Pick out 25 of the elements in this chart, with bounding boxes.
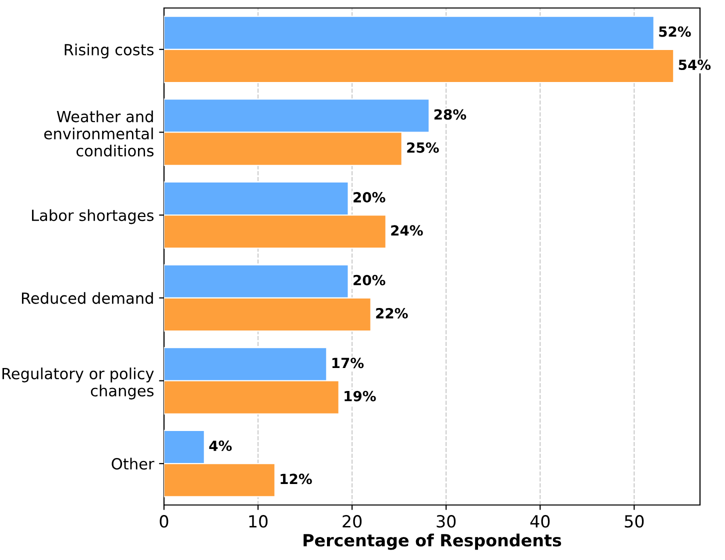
data-label: 4% — [209, 440, 232, 452]
data-label: 54% — [678, 60, 711, 70]
data-label: 19% — [344, 390, 376, 402]
x-tick-label: 30 — [436, 515, 456, 528]
y-tick-label: Labor shortages — [32, 209, 154, 224]
data-label: 25% — [407, 142, 439, 153]
x-tick-label: 20 — [342, 515, 362, 528]
y-tick-label: Other — [112, 458, 154, 470]
data-label: 22% — [376, 308, 408, 319]
x-tick-label: 10 — [249, 515, 268, 528]
data-label: 20% — [354, 192, 386, 203]
y-tick-label: Regulatory or policy changes — [2, 368, 154, 400]
y-tick-label: Weather and environmental conditions — [44, 110, 154, 157]
data-label: 28% — [434, 109, 466, 120]
x-tick-label: 50 — [624, 515, 644, 528]
data-label: 20% — [354, 274, 386, 286]
y-tick-label: Reduced demand — [22, 292, 153, 304]
x-tick-label: 0 — [160, 515, 168, 528]
data-label: 24% — [391, 225, 423, 236]
y-tick-label: Rising costs — [64, 44, 154, 58]
data-label: 52% — [659, 26, 691, 37]
x-axis-title: Percentage of Respondents — [304, 534, 562, 550]
x-tick-label: 40 — [530, 515, 550, 528]
data-label: 17% — [332, 358, 364, 368]
data-label: 12% — [280, 474, 312, 484]
